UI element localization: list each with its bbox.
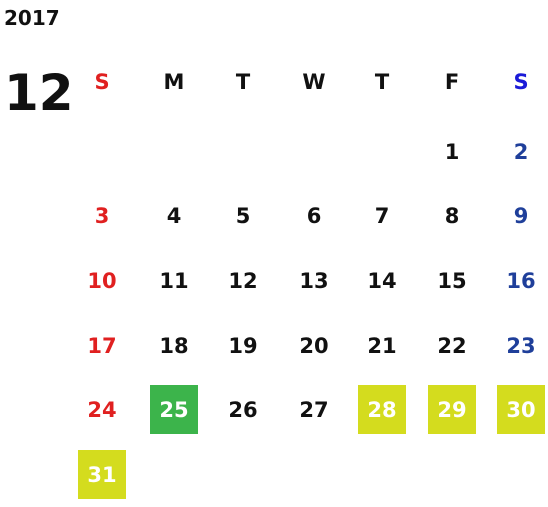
day: 14 xyxy=(367,269,396,293)
day: 7 xyxy=(375,204,390,228)
month: 12 xyxy=(4,64,74,122)
day: 22 xyxy=(437,334,466,358)
weekday-label: W xyxy=(302,70,325,94)
day: 23 xyxy=(506,334,535,358)
day: 29 xyxy=(437,398,466,422)
day: 17 xyxy=(87,334,116,358)
day: 21 xyxy=(367,334,396,358)
day-highlight xyxy=(358,385,406,434)
day: 10 xyxy=(87,269,116,293)
day: 27 xyxy=(299,398,328,422)
day: 19 xyxy=(228,334,257,358)
day: 31 xyxy=(87,463,116,487)
year: 2017 xyxy=(4,6,60,30)
day: 24 xyxy=(87,398,116,422)
day: 26 xyxy=(228,398,257,422)
day: 1 xyxy=(445,140,460,164)
day: 12 xyxy=(228,269,257,293)
day: 20 xyxy=(299,334,328,358)
day-highlight xyxy=(428,385,476,434)
day: 6 xyxy=(307,204,322,228)
weekday-label: M xyxy=(164,70,185,94)
day: 25 xyxy=(159,398,188,422)
day-highlight xyxy=(150,385,198,434)
weekday-label: S xyxy=(513,70,528,94)
weekday-label: T xyxy=(375,70,390,94)
day: 9 xyxy=(514,204,529,228)
day: 30 xyxy=(506,398,535,422)
day: 11 xyxy=(159,269,188,293)
day: 5 xyxy=(236,204,251,228)
day: 15 xyxy=(437,269,466,293)
weekday-label: T xyxy=(236,70,251,94)
day: 4 xyxy=(167,204,182,228)
day: 28 xyxy=(367,398,396,422)
day: 18 xyxy=(159,334,188,358)
weekday-label: S xyxy=(94,70,109,94)
day: 13 xyxy=(299,269,328,293)
day: 16 xyxy=(506,269,535,293)
day-highlight xyxy=(497,385,545,434)
weekday-label: F xyxy=(445,70,459,94)
day: 3 xyxy=(95,204,110,228)
day-highlight xyxy=(78,450,126,499)
day: 8 xyxy=(445,204,460,228)
day: 2 xyxy=(514,140,529,164)
